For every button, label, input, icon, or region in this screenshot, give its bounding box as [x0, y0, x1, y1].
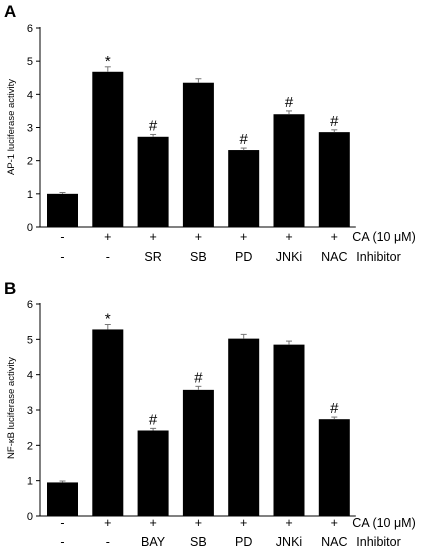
y-tick-label: 0 [27, 222, 33, 234]
treatment-inhibitor-label: SB [190, 250, 207, 264]
panel-b: B 0 1 2 3 4 5 6 NF-κB luciferase activity - - * + - # +… [4, 279, 416, 549]
bar [228, 150, 260, 227]
y-axis-label: NF-κB luciferase activity [6, 357, 17, 459]
y-tick-label: 6 [27, 23, 33, 35]
bar [47, 482, 78, 516]
bar [182, 389, 214, 516]
treatment-inhibitor-label: JNKi [276, 250, 302, 264]
ca-row-label: CA (10 μM) [352, 516, 415, 530]
treatment-ca-label: - [60, 516, 64, 530]
y-tick-label: 1 [27, 476, 33, 488]
inhibitor-row-label: Inhibitor [356, 535, 400, 549]
bar [273, 344, 305, 516]
y-tick-label: 1 [27, 189, 33, 201]
ca-row-label: CA (10 μM) [352, 230, 415, 244]
bar [47, 193, 78, 227]
y-axis-label: AP-1 luciferase activity [6, 79, 17, 175]
treatment-ca-label: + [240, 516, 247, 530]
treatment-inhibitor-label: NAC [321, 250, 347, 264]
bar [182, 82, 214, 227]
hash-mark: # [149, 117, 158, 134]
bar [92, 71, 124, 227]
hash-mark: # [285, 94, 294, 111]
treatment-inhibitor-label: - [60, 535, 64, 549]
bar [228, 338, 260, 516]
treatment-inhibitor-label: - [106, 250, 110, 264]
hash-mark: # [330, 113, 339, 130]
bar [318, 419, 350, 516]
treatment-ca-label: + [331, 516, 338, 530]
hash-mark: # [194, 369, 203, 386]
treatment-inhibitor-label: PD [235, 250, 252, 264]
treatment-ca-label: + [149, 230, 156, 244]
treatment-ca-label: + [104, 516, 111, 530]
y-tick-label: 2 [27, 156, 33, 168]
treatment-inhibitor-label: BAY [141, 535, 166, 549]
y-tick-label: 2 [27, 440, 33, 452]
panel-a: A 0 1 2 3 4 5 6 AP-1 luciferase activity - - * + - # + S… [4, 2, 416, 264]
y-tick-label: 4 [27, 370, 33, 382]
treatment-inhibitor-label: JNKi [276, 535, 302, 549]
y-tick-label: 0 [27, 511, 33, 523]
y-tick-label: 3 [27, 123, 33, 135]
treatment-inhibitor-label: SR [144, 250, 161, 264]
hash-mark: # [330, 400, 339, 417]
bar [137, 136, 169, 227]
hash-mark: # [149, 411, 158, 428]
bar [92, 329, 124, 516]
asterisk-mark: * [105, 310, 111, 327]
treatment-inhibitor-label: SB [190, 535, 207, 549]
inhibitor-row-label: Inhibitor [356, 250, 400, 264]
treatment-ca-label: - [60, 230, 64, 244]
panel-letter: B [4, 279, 16, 298]
treatment-inhibitor-label: - [60, 250, 64, 264]
y-tick-label: 4 [27, 89, 33, 101]
y-tick-label: 6 [27, 299, 33, 311]
hash-mark: # [240, 131, 249, 148]
treatment-ca-label: + [285, 230, 292, 244]
treatment-inhibitor-label: NAC [321, 535, 347, 549]
y-tick-label: 5 [27, 334, 33, 346]
panel-letter: A [4, 2, 16, 21]
treatment-inhibitor-label: PD [235, 535, 252, 549]
treatment-ca-label: + [149, 516, 156, 530]
y-tick-label: 5 [27, 56, 33, 68]
treatment-ca-label: + [240, 230, 247, 244]
treatment-ca-label: + [195, 516, 202, 530]
treatment-ca-label: + [331, 230, 338, 244]
bar [137, 430, 169, 516]
bar [318, 132, 350, 227]
treatment-inhibitor-label: - [106, 535, 110, 549]
treatment-ca-label: + [104, 230, 111, 244]
bar [273, 114, 305, 227]
treatment-ca-label: + [195, 230, 202, 244]
asterisk-mark: * [105, 53, 111, 70]
treatment-ca-label: + [285, 516, 292, 530]
y-tick-label: 3 [27, 405, 33, 417]
